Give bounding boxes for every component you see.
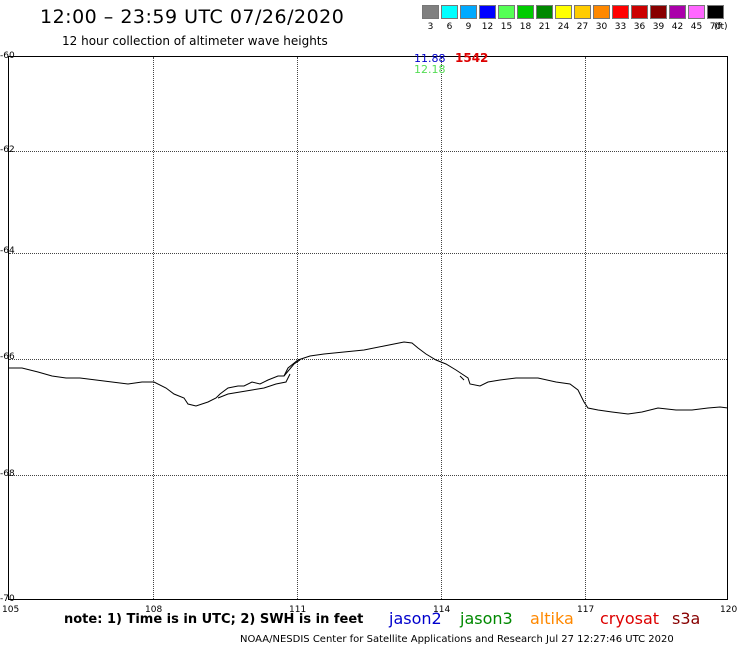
- map-subtitle: 12 hour collection of altimeter wave hei…: [62, 34, 328, 48]
- satellite-cryosat: cryosat: [600, 609, 660, 628]
- longitude-label: 117: [577, 605, 595, 615]
- legend-swatch: [536, 5, 553, 19]
- map-title: 12:00 – 23:59 UTC 07/26/2020: [40, 6, 345, 28]
- longitude-label: 108: [145, 605, 163, 615]
- legend-swatch-label: 33: [614, 22, 627, 32]
- parallel-gridline: [9, 475, 727, 476]
- coastline-path: [8, 341, 728, 415]
- latitude-label: -70: [0, 594, 15, 604]
- credit-line: NOAA/NESDIS Center for Satellite Applica…: [240, 634, 674, 645]
- legend-swatch-label: 42: [671, 22, 684, 32]
- ice-shelf-path: [283, 359, 301, 377]
- legend-swatch-label: 24: [557, 22, 570, 32]
- wave-height-value: 11.88: [414, 52, 446, 65]
- legend-swatch: [707, 5, 724, 19]
- legend-swatch: [612, 5, 629, 19]
- legend-swatch-label: 27: [576, 22, 589, 32]
- ice-shelf-path: [217, 373, 291, 399]
- latitude-label: -64: [0, 246, 15, 256]
- legend-swatch: [460, 5, 477, 19]
- wave-height-value: 12.18: [414, 63, 446, 76]
- legend-swatch: [479, 5, 496, 19]
- legend-swatch-label: 30: [595, 22, 608, 32]
- satellite-jason3: jason3: [460, 609, 513, 628]
- parallel-gridline: [9, 253, 727, 254]
- meridian-gridline: [153, 57, 154, 599]
- legend-swatch: [555, 5, 572, 19]
- legend-swatch: [441, 5, 458, 19]
- legend-swatch-label: 39: [652, 22, 665, 32]
- legend-swatch-label: 21: [538, 22, 551, 32]
- legend-swatch: [650, 5, 667, 19]
- satellite-altika: altika: [530, 609, 574, 628]
- legend-unit: (ft): [714, 22, 728, 32]
- footer-note: note: 1) Time is in UTC; 2) SWH is in fe…: [64, 612, 364, 627]
- latitude-label: -68: [0, 469, 15, 479]
- legend-swatch-label: 18: [519, 22, 532, 32]
- parallel-gridline: [9, 359, 727, 360]
- map-plot-area: [8, 56, 728, 600]
- legend-swatch-label: 15: [500, 22, 513, 32]
- meridian-gridline: [297, 57, 298, 599]
- legend-swatch: [498, 5, 515, 19]
- longitude-label: 111: [289, 605, 307, 615]
- longitude-label: 120: [720, 605, 738, 615]
- legend-swatch-label: 36: [633, 22, 646, 32]
- legend-swatch: [688, 5, 705, 19]
- legend-swatch: [517, 5, 534, 19]
- satellite-jason2: jason2: [389, 609, 442, 628]
- antarctic-coastline: [8, 341, 728, 415]
- legend-swatch-label: 45: [690, 22, 703, 32]
- parallel-gridline: [9, 151, 727, 152]
- meridian-gridline: [441, 57, 442, 599]
- legend-swatch-label: 6: [446, 22, 453, 32]
- pass-id-label: 1542: [455, 51, 489, 65]
- satellite-s3a: s3a: [672, 609, 701, 628]
- longitude-label: 105: [2, 605, 20, 615]
- legend-swatch-label: 3: [427, 22, 434, 32]
- meridian-gridline: [585, 57, 586, 599]
- latitude-label: -60: [0, 51, 15, 61]
- legend-swatch: [669, 5, 686, 19]
- longitude-label: 114: [433, 605, 451, 615]
- island-path: [459, 375, 465, 381]
- legend-swatch-label: 70: [709, 22, 722, 32]
- legend-swatch-label: 12: [481, 22, 494, 32]
- latitude-label: -62: [0, 145, 15, 155]
- legend-swatch: [422, 5, 439, 19]
- latitude-label: -66: [0, 352, 15, 362]
- wave-height-legend: 3 6 9 12 15 18 21 24 27 30 33 36 39 42 45 70: [422, 5, 728, 35]
- legend-swatch: [574, 5, 591, 19]
- legend-swatch-label: 9: [465, 22, 472, 32]
- legend-swatch: [631, 5, 648, 19]
- legend-swatch: [593, 5, 610, 19]
